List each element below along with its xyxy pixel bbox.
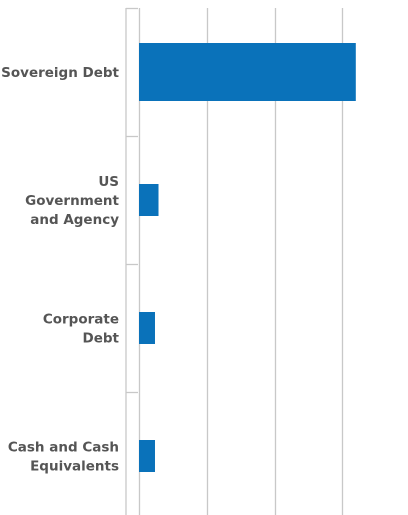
category-label: US Government and Agency: [25, 174, 119, 228]
category-label: Corporate Debt: [43, 312, 120, 347]
category-labels: Sovereign Debt US Government and Agency Corp…: [1, 65, 119, 475]
category-label: Sovereign Debt: [1, 65, 119, 81]
bar: [139, 184, 159, 216]
bars: [139, 43, 356, 472]
category-axis: [125, 7, 138, 515]
bar: [139, 312, 155, 344]
category-label: Cash and Cash Equivalents: [8, 440, 119, 475]
bar: [139, 43, 356, 101]
bar: [139, 440, 155, 472]
